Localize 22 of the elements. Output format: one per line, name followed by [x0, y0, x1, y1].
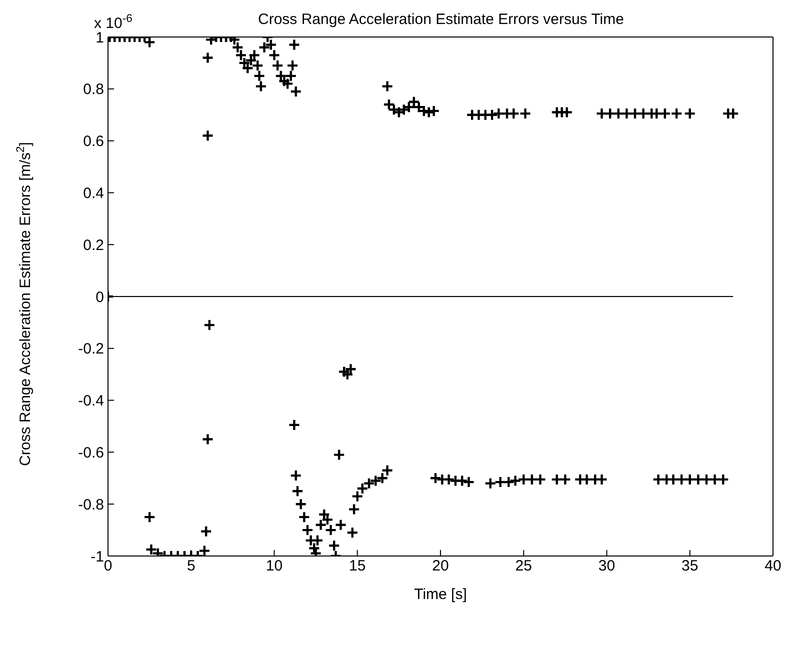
x-tick-label: 10 [266, 558, 283, 575]
y-tick-label: 0.8 [83, 81, 104, 98]
y-tick-label: 0.2 [83, 236, 104, 254]
y-tick-label: -0.2 [78, 340, 104, 358]
y-tick-label: 1 [96, 29, 104, 46]
y-tick-label: -0.6 [78, 444, 104, 462]
x-tick-label: 30 [598, 558, 616, 575]
y-tick-label: -0.8 [78, 496, 104, 514]
y-tick-label: -0.4 [78, 392, 104, 410]
x-tick-label: 15 [349, 558, 366, 575]
x-tick-label: 35 [682, 558, 698, 575]
x-tick-label: 20 [432, 558, 449, 575]
y-tick-label: 0 [96, 288, 104, 306]
y-tick-label: 0.6 [83, 133, 104, 150]
x-tick-label: 25 [515, 558, 532, 575]
y-tick-label: -1 [90, 548, 104, 566]
y-tick-label: 0.4 [83, 185, 104, 202]
x-tick-label: 5 [186, 558, 196, 575]
chart-title: Cross Range Acceleration Estimate Errors versus Time [258, 11, 624, 28]
x-axis-title: Time [s] [414, 586, 467, 603]
x-tick-label: 40 [764, 558, 782, 575]
text: x 10$^{-6}$ [94, 13, 132, 32]
